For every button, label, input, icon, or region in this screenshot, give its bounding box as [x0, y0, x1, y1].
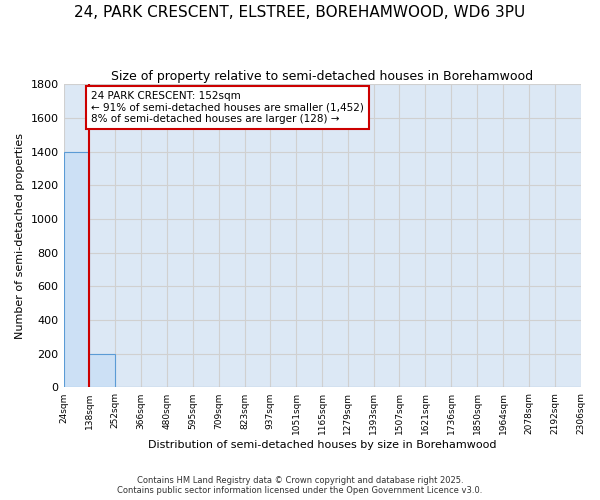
Bar — [64, 152, 89, 388]
X-axis label: Distribution of semi-detached houses by size in Borehamwood: Distribution of semi-detached houses by … — [148, 440, 496, 450]
Bar — [89, 354, 115, 388]
Title: Size of property relative to semi-detached houses in Borehamwood: Size of property relative to semi-detach… — [111, 70, 533, 83]
Text: 24, PARK CRESCENT, ELSTREE, BOREHAMWOOD, WD6 3PU: 24, PARK CRESCENT, ELSTREE, BOREHAMWOOD,… — [74, 5, 526, 20]
Text: Contains HM Land Registry data © Crown copyright and database right 2025.
Contai: Contains HM Land Registry data © Crown c… — [118, 476, 482, 495]
Y-axis label: Number of semi-detached properties: Number of semi-detached properties — [15, 133, 25, 339]
Text: 24 PARK CRESCENT: 152sqm
← 91% of semi-detached houses are smaller (1,452)
8% of: 24 PARK CRESCENT: 152sqm ← 91% of semi-d… — [91, 91, 364, 124]
